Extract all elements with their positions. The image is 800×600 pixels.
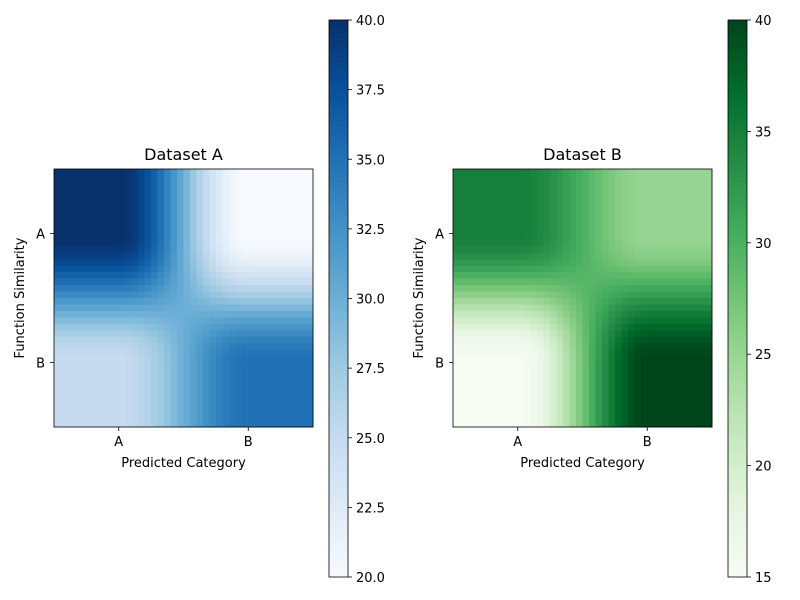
colorbar-tick-label: 25 xyxy=(755,348,772,363)
y-tick-label: B xyxy=(36,357,45,372)
y-axis-label: Function Similarity xyxy=(13,237,28,358)
chart-title: Dataset A xyxy=(144,145,223,164)
colorbar-tick-label: 30.0 xyxy=(356,293,385,308)
colorbar-tick-label: 32.5 xyxy=(356,223,385,238)
chart-title: Dataset B xyxy=(543,145,622,164)
heatmap-chart-1: A B A B Dataset A Predicted Category Function … xyxy=(13,14,385,586)
colorbar-frame xyxy=(727,19,748,578)
colorbar-tick-label: 20.0 xyxy=(356,571,385,586)
x-tick-label: B xyxy=(643,435,652,450)
x-tick-label: A xyxy=(513,435,522,450)
y-axis-label: Function Similarity xyxy=(412,237,427,358)
colorbar-tick-label: 35.0 xyxy=(356,153,385,168)
plot-frame xyxy=(452,168,713,428)
colorbar xyxy=(329,20,348,578)
heatmap-image xyxy=(453,169,713,428)
x-tick-label: A xyxy=(114,435,123,450)
colorbar-tick-label: 40.0 xyxy=(356,14,385,29)
colorbar-tick-label: 35 xyxy=(755,125,772,140)
colorbar-tick-label: 22.5 xyxy=(356,501,385,516)
y-tick-label: A xyxy=(435,228,444,243)
colorbar xyxy=(728,20,747,578)
heatmap-image xyxy=(54,169,314,428)
colorbar-tick-label: 27.5 xyxy=(356,362,385,377)
x-tick-label: B xyxy=(244,435,253,450)
plot-frame xyxy=(53,168,314,428)
colorbar-tick-label: 30 xyxy=(755,237,772,252)
colorbar-tick-label: 20 xyxy=(755,460,772,475)
colorbar-tick-label: 15 xyxy=(755,571,772,586)
colorbar-tick-label: 37.5 xyxy=(356,84,385,99)
heatmap-chart-2: A B A B Dataset B Predicted Category Function … xyxy=(412,14,772,586)
colorbar-tick-label: 25.0 xyxy=(356,432,385,447)
y-tick-label: B xyxy=(435,357,444,372)
x-axis-label: Predicted Category xyxy=(520,456,645,471)
y-tick-label: A xyxy=(36,228,45,243)
colorbar-tick-label: 40 xyxy=(755,14,772,29)
x-axis-label: Predicted Category xyxy=(121,456,246,471)
